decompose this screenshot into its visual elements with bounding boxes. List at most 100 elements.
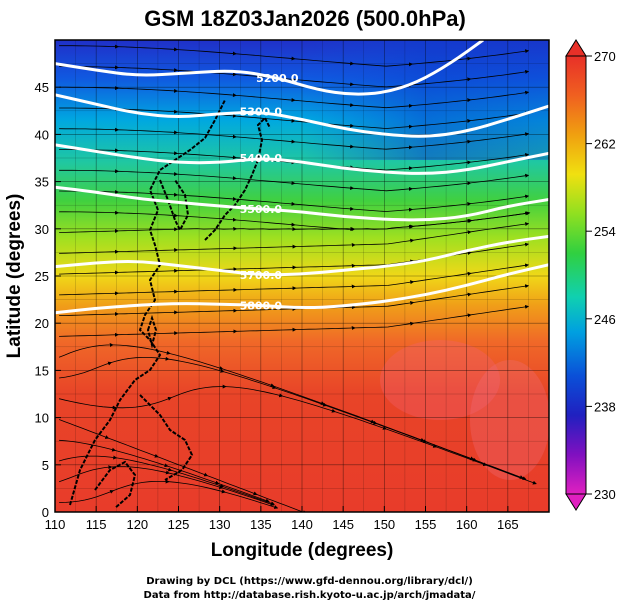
coastline-japan <box>204 116 271 241</box>
streamline <box>59 169 120 174</box>
streamline <box>412 218 472 227</box>
streamline <box>177 246 238 251</box>
streamline <box>295 242 356 247</box>
streamline <box>294 183 355 191</box>
streamline <box>58 465 113 483</box>
streamline <box>423 440 475 461</box>
streamline <box>236 327 297 332</box>
streamline <box>118 289 179 294</box>
x-axis-label: Longitude (degrees) <box>211 540 394 561</box>
streamline <box>177 194 237 201</box>
streamline <box>470 304 530 316</box>
streamline <box>59 489 115 503</box>
y-tick-label: 40 <box>35 127 49 142</box>
streamline <box>353 124 413 129</box>
streamline <box>355 280 415 287</box>
streamline <box>177 287 238 292</box>
streamline <box>353 62 413 67</box>
y-tick-label: 30 <box>35 222 49 237</box>
streamline <box>353 186 413 192</box>
x-tick-label: 140 <box>291 517 313 532</box>
streamline <box>294 58 355 66</box>
streamline <box>58 419 110 439</box>
x-tick-label: 125 <box>168 517 190 532</box>
streamline <box>294 224 355 231</box>
streamline <box>168 481 226 494</box>
streamline <box>282 395 336 413</box>
height-contour <box>55 185 549 222</box>
contour-label: 5200.0 <box>256 72 299 85</box>
streamline <box>486 464 537 485</box>
streamline <box>118 150 179 156</box>
streamline <box>470 194 530 204</box>
streamline <box>168 358 225 373</box>
colorbar-tick-label: 254 <box>594 224 616 239</box>
streamline <box>412 77 472 86</box>
streamline <box>413 292 472 303</box>
streamline <box>177 153 237 160</box>
streamline <box>59 127 120 132</box>
chart-title: GSM 18Z03Jan2026 (500.0hPa) <box>144 6 466 31</box>
colorbar-scale <box>565 55 587 495</box>
streamline <box>236 178 296 186</box>
streamline <box>58 342 114 358</box>
streamline <box>355 321 415 329</box>
x-tick-label: 130 <box>209 517 231 532</box>
streamline <box>236 265 297 270</box>
streamline <box>295 284 356 289</box>
streamline <box>59 291 119 296</box>
streamline <box>223 371 277 390</box>
coastline-asia-mainland <box>69 99 226 506</box>
streamline <box>374 422 425 442</box>
streamline <box>111 466 170 475</box>
streamline <box>118 191 179 197</box>
streamline <box>412 98 472 106</box>
streamline <box>222 368 275 388</box>
contour-label: 5800.0 <box>240 299 283 312</box>
streamline <box>169 472 224 490</box>
coastline-borneo <box>94 460 137 509</box>
streamline <box>115 396 172 409</box>
streamline <box>236 227 297 232</box>
height-contour <box>55 143 549 175</box>
streamline <box>413 230 472 241</box>
streamline <box>118 331 179 336</box>
streamline <box>295 263 356 268</box>
streamline <box>59 44 120 49</box>
streamline <box>324 403 375 424</box>
streamline <box>294 79 355 87</box>
streamline <box>473 459 524 479</box>
streamline <box>225 386 284 398</box>
streamline <box>59 106 120 111</box>
streamline <box>413 313 472 324</box>
streamline <box>353 145 413 150</box>
height-contours: 5200.0 5300.0 5400.0 5500.0 5700.0 5800.0 <box>55 40 549 315</box>
coastlines <box>69 99 271 509</box>
streamline <box>59 229 119 234</box>
streamline <box>118 129 179 135</box>
streamline <box>171 384 227 398</box>
streamline <box>236 136 296 144</box>
height-contour <box>55 234 549 277</box>
y-tick-label: 20 <box>35 316 49 331</box>
streamline <box>412 139 472 148</box>
streamline <box>470 211 530 221</box>
streamline <box>59 439 117 452</box>
credit-data: Data from http://database.rish.kyoto-u.a… <box>143 590 476 601</box>
contour-label: 5500.0 <box>240 203 283 216</box>
streamline <box>113 344 171 355</box>
streamline <box>207 475 258 496</box>
streamline <box>355 300 415 308</box>
y-tick-label: 45 <box>35 80 49 95</box>
streamline <box>157 456 209 477</box>
colorbar-tick-label: 270 <box>594 49 616 64</box>
colorbar-top-triangle <box>565 39 587 57</box>
streamline <box>236 219 296 227</box>
coastline-korea <box>159 179 190 233</box>
streamline <box>118 87 179 93</box>
wind-streamlines <box>58 44 537 512</box>
streamline <box>470 222 530 233</box>
contour-label: 5400.0 <box>240 152 283 165</box>
streamline <box>470 284 530 295</box>
x-tick-label: 155 <box>415 517 437 532</box>
